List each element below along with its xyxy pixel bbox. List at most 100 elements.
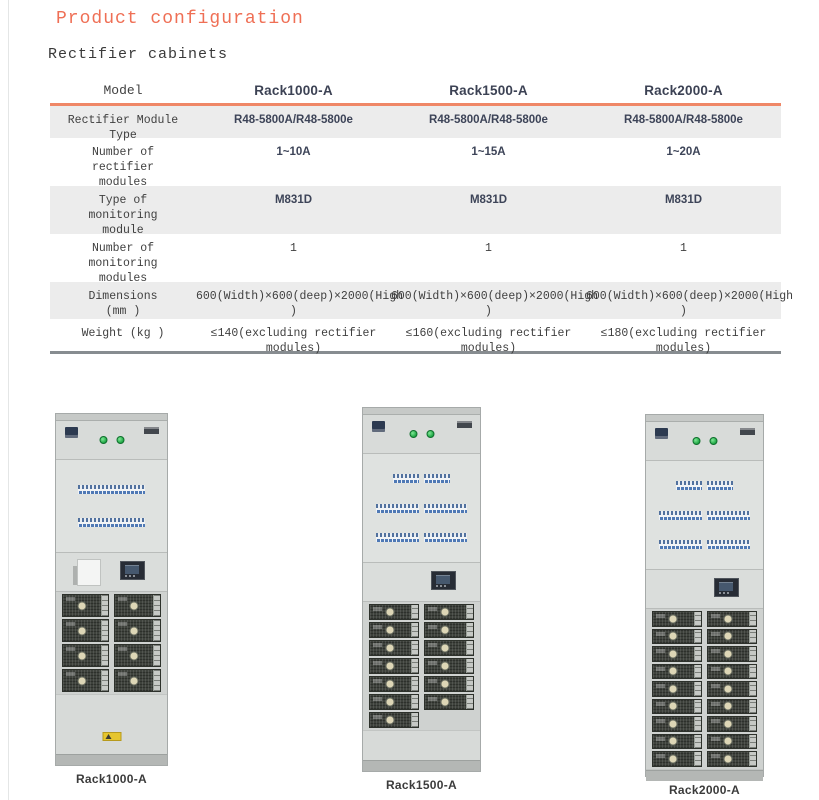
breaker-strip: [707, 539, 751, 549]
breaker-strip: [78, 518, 145, 528]
cell-value: 1~10A: [276, 146, 311, 158]
control-panel: [646, 570, 763, 609]
vendor-logo-badge: [65, 427, 78, 438]
column-header-rack2000: Rack2000-A: [644, 83, 723, 98]
rectifier-module: [369, 712, 419, 728]
breaker-row: [56, 518, 167, 528]
module-handle: [694, 647, 701, 661]
cell-value: M831D: [664, 194, 703, 206]
cabinet-base: [646, 769, 763, 781]
circuit-breaker-panel: [646, 461, 763, 570]
rectifier-module: [62, 594, 109, 617]
module-bay: [363, 602, 480, 730]
circuit-breaker-panel: [363, 454, 480, 563]
rectifier-module: [424, 658, 474, 674]
module-handle: [749, 717, 756, 731]
cell-value: 1~15A: [471, 146, 506, 158]
module-column: [62, 594, 109, 692]
cell-value: 1~20A: [666, 146, 701, 158]
monitor-display: [713, 578, 739, 597]
module-handle: [694, 612, 701, 626]
model-sticker: [144, 427, 159, 434]
row-label: Number of rectifier modules: [91, 146, 155, 189]
module-bay: [646, 609, 763, 769]
model-column-header: Model: [103, 83, 143, 98]
module-handle: [749, 664, 756, 678]
breaker-row: [363, 474, 480, 484]
breaker-row: [363, 503, 480, 513]
cell-value: R48-5800A/R48-5800e: [234, 114, 353, 126]
module-bay: [56, 592, 167, 694]
table-row: Dimensions (mm ) 600(Width)×600(deep)×20…: [50, 282, 793, 319]
model-sticker: [740, 428, 755, 435]
module-column: [424, 604, 474, 728]
rectifier-module: [707, 751, 757, 767]
row-label: Weight (kg ): [81, 327, 165, 340]
blank-panel: [363, 730, 480, 760]
vendor-logo-badge: [372, 421, 385, 432]
module-handle: [411, 623, 418, 637]
rectifier-module: [707, 681, 757, 697]
module-handle: [749, 734, 756, 748]
breaker-strip: [658, 539, 703, 549]
module-handle: [466, 677, 473, 691]
module-handle: [694, 734, 701, 748]
rectifier-module: [652, 663, 702, 679]
rectifier-module: [707, 698, 757, 714]
rectifier-module: [652, 716, 702, 732]
module-handle: [466, 605, 473, 619]
module-handle: [411, 659, 418, 673]
module-handle: [153, 620, 160, 641]
module-column: [707, 611, 757, 767]
rectifier-module: [707, 716, 757, 732]
column-header-rack1500: Rack1500-A: [449, 83, 528, 98]
status-led-green: [99, 436, 107, 444]
rectifier-module: [424, 640, 474, 656]
rectifier-module: [652, 751, 702, 767]
rectifier-module: [369, 658, 419, 674]
module-handle: [466, 695, 473, 709]
cell-value: 600(Width)×600(deep)×2000(High ): [391, 290, 599, 318]
page-title: Product configuration: [56, 9, 304, 29]
table-row: Rectifier Module Type R48-5800A/R48-5800…: [50, 106, 781, 142]
breaker-strip: [78, 484, 145, 494]
breaker-strip: [424, 532, 468, 542]
cabinet-header-panel: [646, 422, 763, 461]
cell-value: ≤140(excluding rectifier modules): [210, 327, 377, 355]
cell-value: M831D: [274, 194, 313, 206]
rectifier-module: [114, 619, 161, 642]
rectifier-cabinet: [645, 414, 764, 781]
module-handle: [411, 641, 418, 655]
rectifier-module: [652, 646, 702, 662]
module-handle: [466, 623, 473, 637]
breaker-strip: [375, 532, 420, 542]
cell-value: 1: [290, 242, 297, 255]
cell-value: 600(Width)×600(deep)×2000(High ): [196, 290, 404, 318]
rectifier-module: [652, 733, 702, 749]
module-handle: [101, 645, 108, 666]
rectifier-module: [62, 644, 109, 667]
module-handle: [694, 699, 701, 713]
spec-table: Model Rack1000-A Rack1500-A Rack2000-A R…: [50, 78, 793, 355]
section-subtitle: Rectifier cabinets: [48, 46, 229, 63]
monitor-display: [120, 561, 146, 580]
rectifier-module: [114, 644, 161, 667]
rectifier-module: [424, 676, 474, 692]
table-top-rule: [50, 103, 781, 106]
module-handle: [749, 699, 756, 713]
row-label: Number of monitoring modules: [88, 242, 158, 285]
status-leds: [692, 437, 717, 445]
breaker-strip: [676, 481, 702, 491]
cabinet-caption: Rack1000-A: [75, 772, 148, 786]
rectifier-module: [652, 698, 702, 714]
module-column: [652, 611, 702, 767]
status-led-green: [116, 436, 124, 444]
module-handle: [694, 752, 701, 766]
circuit-breaker-panel: [56, 460, 167, 553]
module-handle: [153, 595, 160, 616]
breaker-row: [646, 510, 763, 520]
module-handle: [749, 629, 756, 643]
cabinet-caption: Rack2000-A: [668, 783, 741, 797]
blank-panel: [646, 768, 763, 770]
breaker-row: [363, 532, 480, 542]
